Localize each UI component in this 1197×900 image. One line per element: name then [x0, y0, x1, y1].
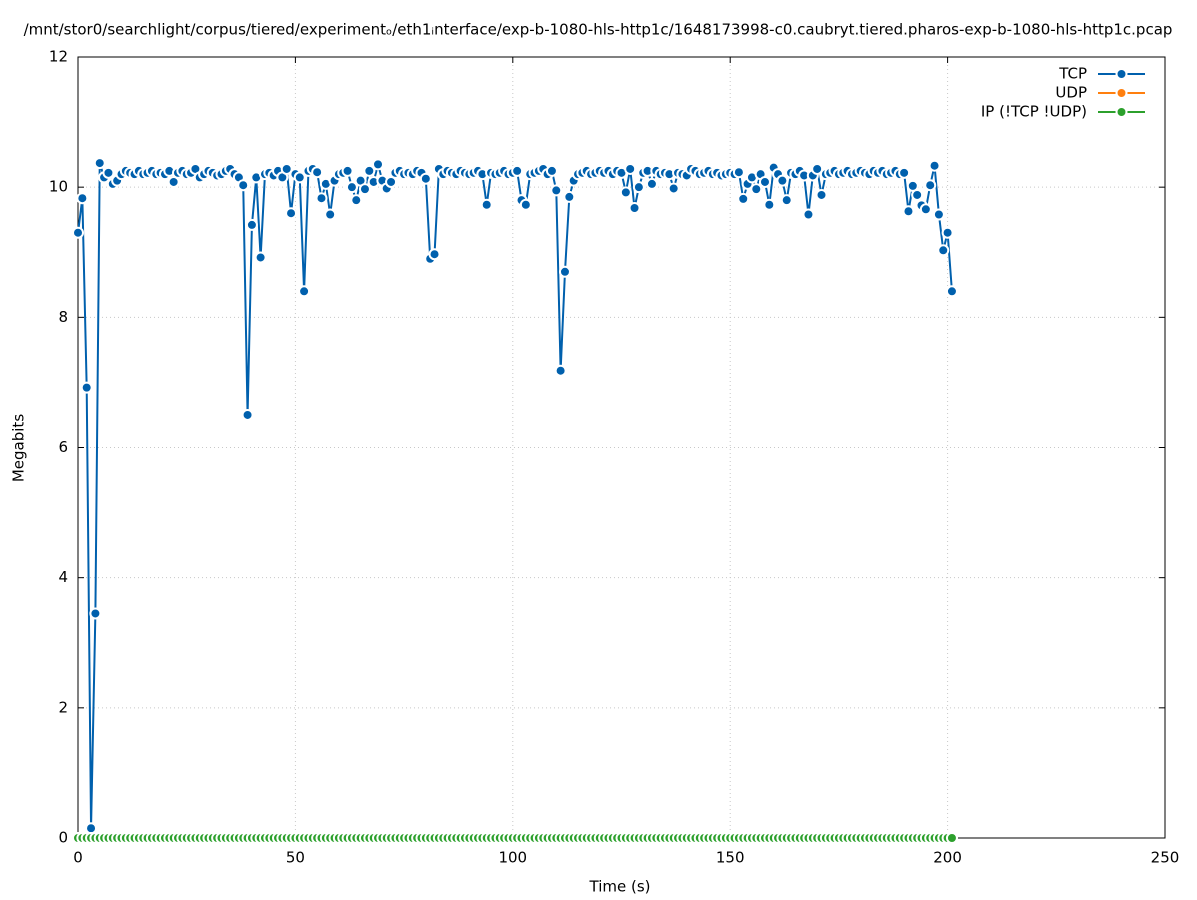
data-point — [937, 244, 950, 257]
y-tick-label: 8 — [58, 308, 68, 326]
data-point — [241, 408, 254, 421]
data-point — [545, 164, 558, 177]
legend-marker — [1115, 106, 1128, 118]
data-point — [941, 226, 954, 239]
data-point — [945, 285, 958, 298]
y-tick-label: 6 — [58, 438, 68, 456]
data-point — [737, 192, 750, 205]
data-point — [645, 177, 658, 190]
data-point — [72, 226, 84, 239]
data-point — [911, 188, 924, 201]
x-tick-label: 250 — [1151, 849, 1180, 867]
data-point — [324, 208, 337, 221]
data-point — [419, 172, 432, 185]
y-tick-label: 12 — [49, 48, 68, 66]
data-point — [102, 166, 115, 179]
x-tick-label: 200 — [933, 849, 962, 867]
data-point — [780, 194, 793, 207]
x-tick-label: 0 — [73, 849, 83, 867]
data-point — [563, 190, 576, 203]
data-point — [624, 162, 637, 175]
data-point — [76, 192, 89, 205]
data-point — [311, 166, 324, 179]
data-point — [558, 265, 571, 278]
data-point — [776, 174, 789, 187]
data-point — [898, 166, 911, 179]
data-point — [667, 182, 680, 195]
data-point — [237, 179, 250, 192]
data-point — [315, 192, 328, 205]
data-point — [341, 164, 354, 177]
data-point — [815, 188, 828, 201]
data-point — [758, 175, 771, 188]
data-point — [519, 198, 532, 211]
data-point — [350, 194, 363, 207]
data-point — [358, 183, 371, 196]
data-point — [945, 832, 958, 844]
data-point — [254, 251, 267, 264]
data-point — [428, 248, 441, 261]
x-tick-label: 150 — [716, 849, 745, 867]
chart-title: /mnt/stor0/searchlight/corpus/tiered/exp… — [24, 21, 1173, 39]
x-tick-label: 50 — [286, 849, 305, 867]
data-point — [554, 364, 567, 377]
data-point — [298, 285, 311, 298]
y-tick-label: 2 — [58, 698, 68, 716]
y-tick-label: 10 — [49, 178, 68, 196]
data-point — [345, 181, 358, 194]
x-axis-label: Time (s) — [589, 878, 651, 896]
data-point — [932, 208, 945, 221]
data-point — [245, 218, 258, 231]
data-point — [732, 166, 745, 179]
data-point — [550, 184, 563, 197]
legend-label: IP (!TCP !UDP) — [981, 103, 1087, 121]
data-point — [802, 208, 815, 221]
data-point — [902, 205, 915, 218]
data-point — [632, 181, 645, 194]
y-tick-label: 4 — [58, 568, 68, 586]
data-point — [372, 158, 385, 171]
data-point — [89, 607, 102, 620]
data-point — [763, 198, 776, 211]
legend-label: UDP — [1055, 84, 1087, 102]
data-point — [811, 162, 824, 175]
data-point — [93, 157, 106, 170]
legend-label: TCP — [1058, 65, 1087, 83]
y-tick-label: 0 — [58, 829, 68, 847]
series-line — [77, 162, 953, 829]
x-tick-label: 100 — [498, 849, 527, 867]
data-point — [619, 186, 632, 199]
data-point — [280, 162, 293, 175]
legend-marker — [1115, 87, 1128, 99]
data-point — [480, 198, 493, 211]
data-point — [919, 203, 932, 216]
data-point — [80, 381, 93, 394]
y-axis-label: Megabits — [10, 414, 28, 482]
data-point — [363, 164, 376, 177]
data-point — [750, 183, 763, 196]
data-point — [285, 207, 298, 220]
data-point — [928, 159, 941, 172]
data-point — [924, 179, 937, 192]
data-point — [511, 164, 524, 177]
legend-marker — [1115, 68, 1128, 80]
data-point — [85, 822, 98, 835]
data-point — [628, 201, 641, 214]
data-point — [293, 171, 306, 184]
